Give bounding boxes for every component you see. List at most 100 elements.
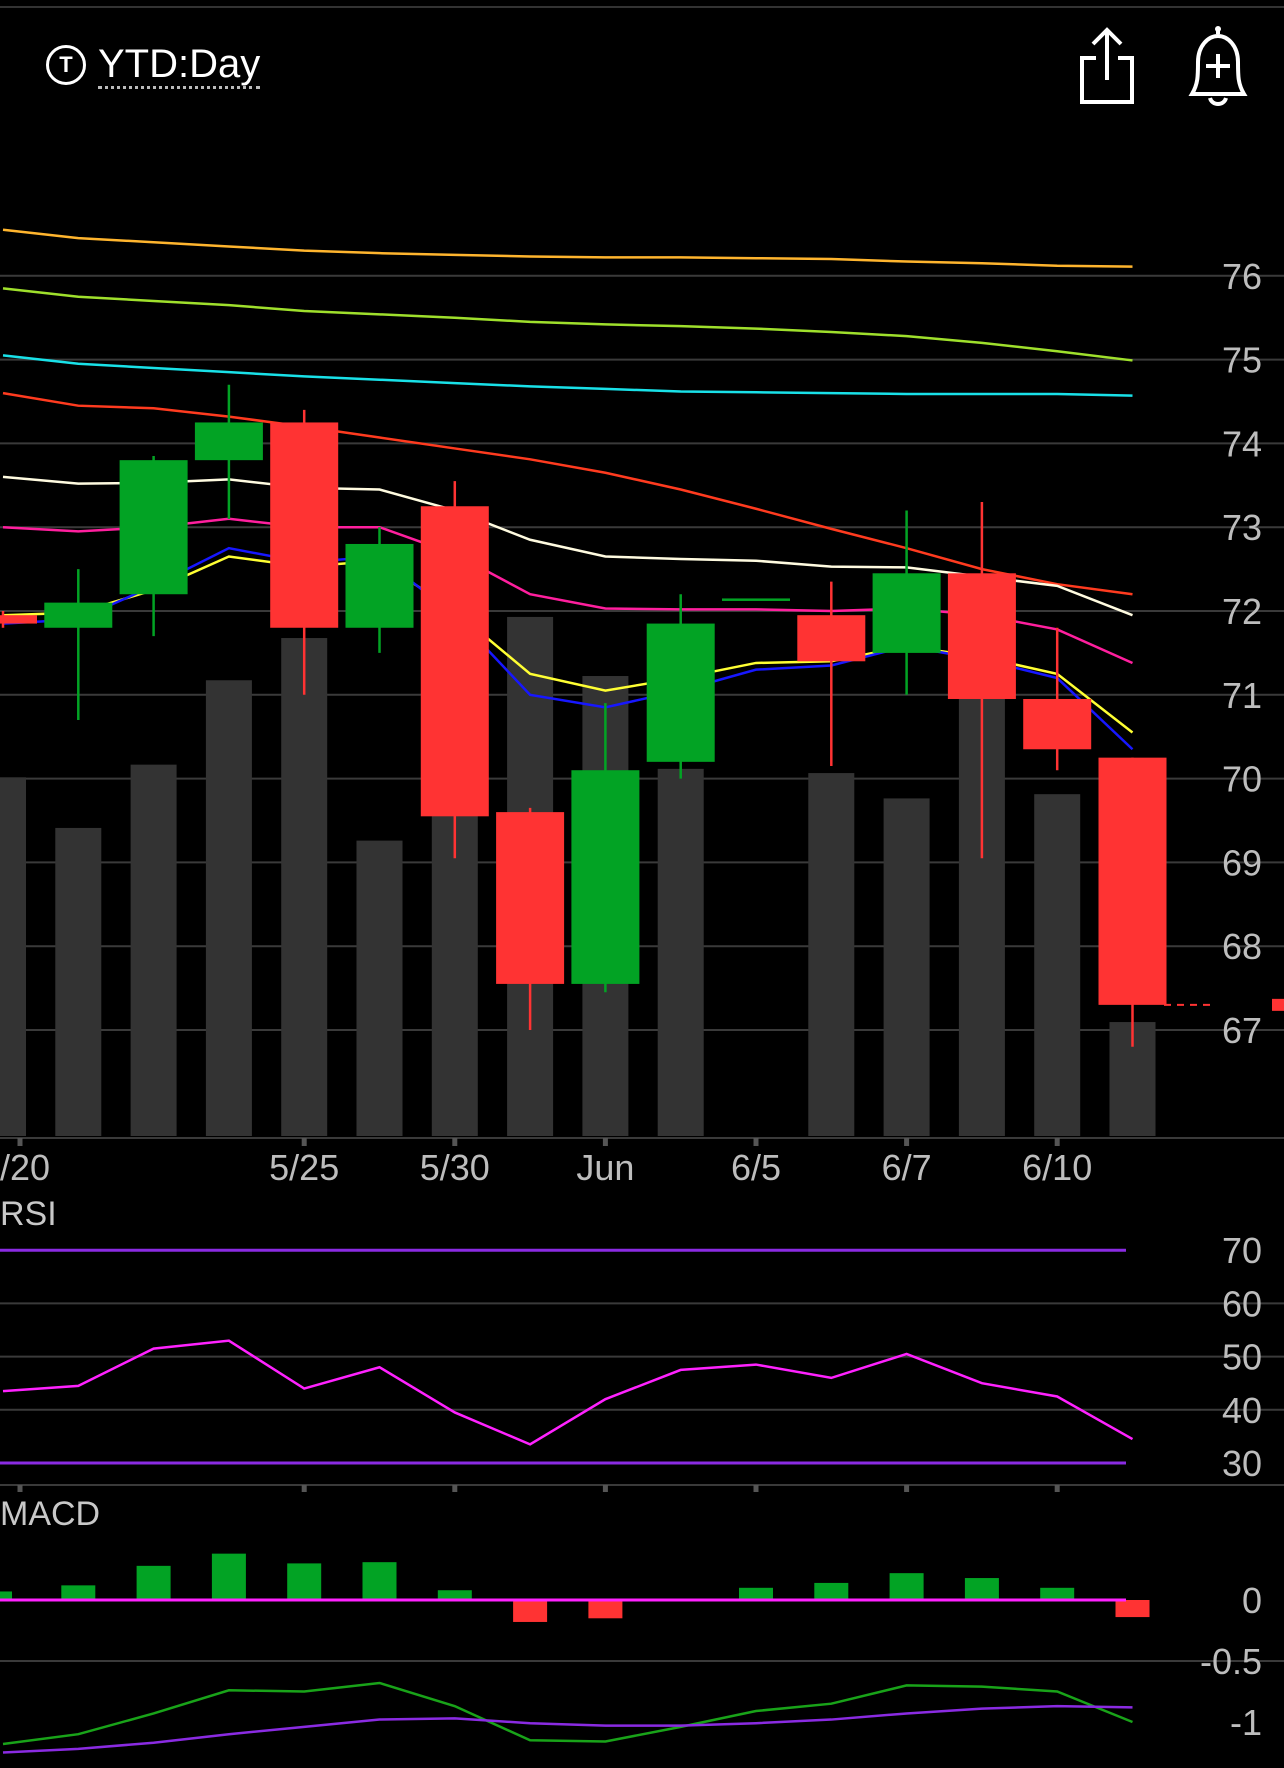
macd-line [2, 1681, 1133, 1746]
candle-body [722, 598, 790, 601]
price-y-tick-label: 73 [1222, 507, 1262, 548]
period-label[interactable]: YTD:Day [98, 42, 261, 89]
candle [194, 384, 263, 519]
macd-histogram-bar [588, 1600, 623, 1619]
volume-bar [808, 773, 855, 1136]
moving-average-line [2, 354, 1133, 397]
top-divider [0, 6, 1284, 8]
candle-body [646, 623, 715, 762]
candle-body [270, 422, 339, 628]
moving-average-line [2, 475, 1133, 617]
candle [420, 481, 489, 859]
rsi-title: RSI [0, 1195, 57, 1233]
candle [0, 611, 37, 628]
price-y-tick-label: 69 [1222, 842, 1262, 883]
bell-plus-icon [1188, 26, 1248, 106]
price-y-tick-label: 71 [1222, 675, 1262, 716]
x-tick-label: 6/5 [731, 1147, 781, 1188]
x-tick-label: Jun [576, 1147, 634, 1188]
rsi-y-tick-label: 30 [1222, 1443, 1262, 1484]
macd-histogram-bar [513, 1600, 548, 1622]
x-tick-label: 5/25 [269, 1147, 339, 1188]
price-panel: 67 68 69 70 71 72 73 74 75 76/20 5/25 5/30 Jun 6/5 6/7… [0, 228, 1284, 1188]
rsi-panel: RSI 30 40 50 60 70 [0, 1195, 1284, 1492]
candle [345, 527, 414, 653]
price-y-tick-label: 67 [1222, 1010, 1262, 1051]
volume-bar [657, 768, 704, 1136]
macd-line [2, 1704, 1133, 1754]
macd-histogram-bar [362, 1562, 397, 1600]
volume-bar [0, 777, 26, 1136]
candle-body [44, 602, 113, 628]
candle-body [194, 422, 263, 461]
candle [119, 455, 188, 637]
moving-average-line [2, 391, 1133, 596]
candle [1023, 627, 1092, 771]
candle-body [420, 506, 489, 817]
candle [947, 502, 1016, 859]
candle [571, 703, 640, 993]
macd-y-tick-label: 0 [1242, 1580, 1262, 1621]
macd-histogram-bar [889, 1573, 924, 1600]
period-selector[interactable]: T YTD:Day [46, 40, 261, 90]
candle-body [872, 573, 941, 653]
macd-panel: MACD 0 -0.5 -1 [0, 1495, 1284, 1754]
candle-body [571, 770, 640, 984]
macd-histogram-bar [739, 1587, 773, 1600]
add-alert-button[interactable] [1178, 22, 1258, 110]
rsi-y-tick-label: 50 [1222, 1337, 1262, 1378]
macd-histogram-bar [61, 1585, 96, 1600]
price-y-tick-label: 75 [1222, 340, 1262, 381]
macd-y-tick-label: -0.5 [1200, 1641, 1262, 1682]
macd-histogram-bar [964, 1578, 999, 1600]
price-y-tick-label: 72 [1222, 591, 1262, 632]
x-tick-label: 6/7 [882, 1147, 932, 1188]
macd-y-tick-label: -1 [1230, 1702, 1262, 1743]
rsi-y-tick-label: 60 [1222, 1283, 1262, 1324]
volume-bar [356, 840, 403, 1136]
volume-bar [1034, 794, 1081, 1136]
macd-histogram-bar [437, 1590, 472, 1600]
candle-body [119, 460, 188, 595]
moving-average-line [2, 517, 1134, 665]
price-y-tick-label: 74 [1222, 423, 1262, 464]
macd-histogram-bar [287, 1563, 322, 1600]
candle [722, 598, 790, 601]
macd-histogram-bar [814, 1582, 849, 1600]
macd-histogram-bar [0, 1591, 12, 1600]
macd-title: MACD [0, 1495, 100, 1533]
volume-bar [281, 638, 328, 1136]
x-tick-label: 6/10 [1022, 1147, 1092, 1188]
rsi-y-tick-label: 40 [1222, 1390, 1262, 1431]
candle-body [947, 573, 1016, 699]
ticker-circle-icon: T [46, 45, 86, 85]
candle-body [496, 812, 565, 984]
candle [1098, 757, 1167, 1047]
candle-body [1098, 757, 1167, 1005]
price-y-tick-label: 76 [1222, 256, 1262, 297]
candle-body [1023, 698, 1092, 750]
macd-histogram-bar [136, 1565, 171, 1600]
x-tick-label: /20 [0, 1147, 50, 1188]
share-icon [1080, 27, 1134, 104]
candle [646, 594, 715, 779]
candle [44, 569, 113, 720]
share-button[interactable] [1072, 24, 1142, 108]
rsi-line [2, 1339, 1134, 1446]
top-bar: T YTD:Day [0, 0, 1284, 140]
volume-bar [205, 680, 252, 1136]
candle-body [797, 615, 866, 662]
volume-bar [55, 827, 102, 1136]
moving-average-line [2, 287, 1133, 362]
candle-body [345, 543, 414, 628]
candle [872, 510, 941, 695]
x-tick-label: 5/30 [420, 1147, 490, 1188]
macd-histogram-bar [211, 1553, 246, 1600]
volume-bar [130, 764, 177, 1136]
moving-average-line [2, 546, 1134, 751]
last-price-marker [1272, 998, 1284, 1011]
price-y-tick-label: 68 [1222, 926, 1262, 967]
volume-bar [883, 798, 930, 1136]
macd-histogram-bar [1040, 1587, 1075, 1600]
